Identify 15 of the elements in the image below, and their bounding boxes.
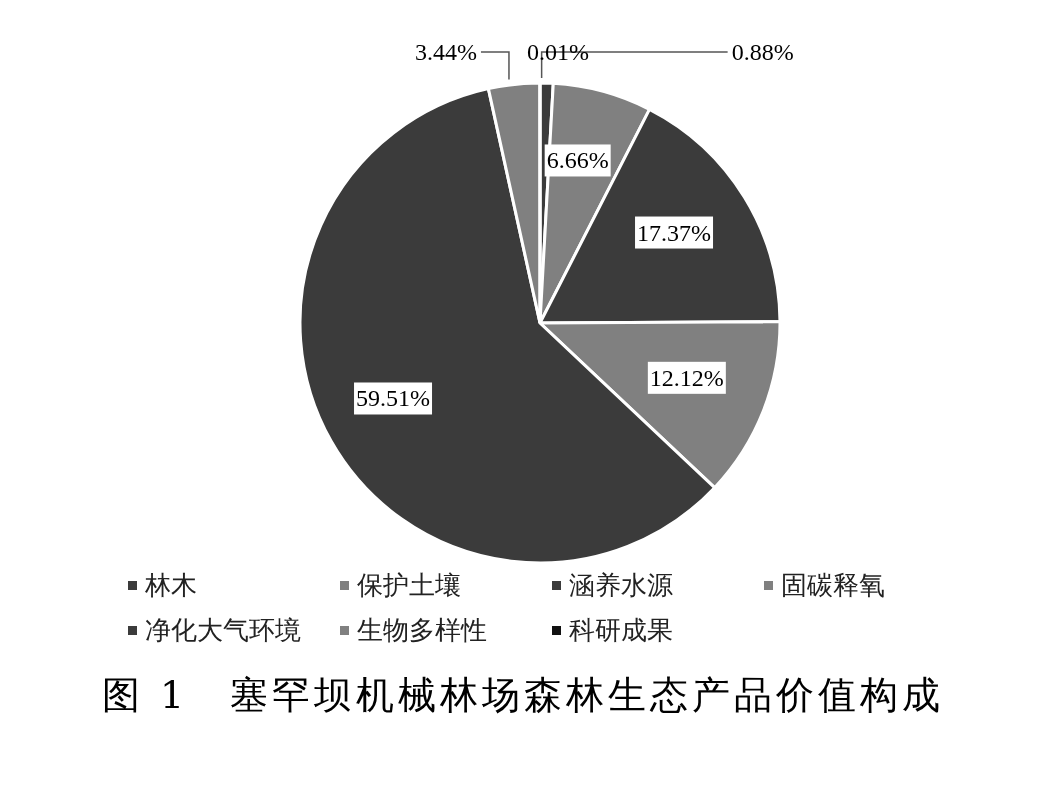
legend-label: 科研成果 [569,614,673,647]
legend-label: 保护土壤 [357,569,461,602]
legend-label: 固碳释氧 [781,569,885,602]
legend-label: 涵养水源 [569,569,673,602]
data-label: 6.66% [546,147,609,174]
data-label: 3.44% [414,39,477,65]
data-label: 17.37% [637,219,712,246]
data-label: 0.88% [731,39,794,65]
data-label: 12.12% [649,364,724,391]
legend-label: 净化大气环境 [145,614,301,647]
data-label: 0.01% [526,39,589,65]
text: 图 1 塞罕坝机械林场森林生态产品价值构成 [100,672,946,719]
data-label: 59.51% [356,385,431,412]
legend-label: 林木 [145,569,197,602]
legend-label: 生物多样性 [357,614,487,647]
